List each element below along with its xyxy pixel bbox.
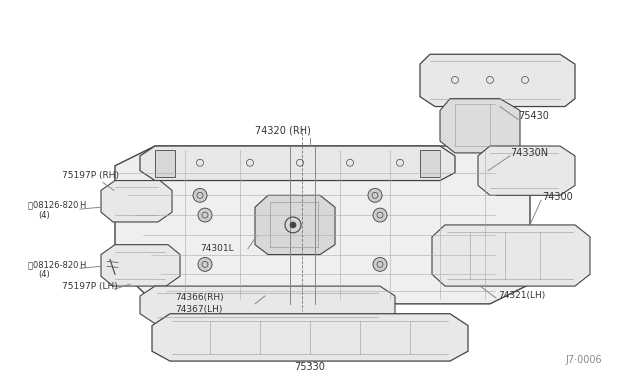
Text: 74367(LH): 74367(LH)	[175, 305, 222, 314]
Text: 74320 (RH): 74320 (RH)	[255, 125, 311, 135]
Polygon shape	[478, 146, 575, 195]
Text: Ⓑ08126-820 H: Ⓑ08126-820 H	[28, 201, 86, 210]
Text: J7·0006: J7·0006	[565, 355, 602, 365]
Circle shape	[198, 208, 212, 222]
Polygon shape	[152, 314, 468, 361]
Text: Ⓑ08126-820 H: Ⓑ08126-820 H	[28, 260, 86, 269]
Text: 74301L: 74301L	[200, 244, 234, 253]
Text: 74321(LH): 74321(LH)	[498, 292, 545, 301]
Text: 74330N: 74330N	[510, 148, 548, 158]
Polygon shape	[255, 195, 335, 254]
Circle shape	[368, 189, 382, 202]
Circle shape	[290, 222, 296, 228]
Polygon shape	[155, 150, 175, 177]
Text: (4): (4)	[38, 270, 50, 279]
Text: 74300: 74300	[542, 192, 573, 202]
Polygon shape	[140, 286, 395, 324]
Polygon shape	[115, 146, 530, 304]
Polygon shape	[420, 150, 440, 177]
Text: 75197P (RH): 75197P (RH)	[62, 171, 119, 180]
Circle shape	[198, 257, 212, 271]
Text: 74366(RH): 74366(RH)	[175, 294, 223, 302]
Text: 75430: 75430	[518, 111, 549, 121]
Polygon shape	[440, 99, 520, 153]
Text: 75330: 75330	[294, 362, 325, 372]
Circle shape	[373, 208, 387, 222]
Polygon shape	[101, 180, 172, 222]
Polygon shape	[140, 146, 455, 180]
Polygon shape	[432, 225, 590, 286]
Polygon shape	[420, 54, 575, 106]
Circle shape	[193, 189, 207, 202]
Text: (4): (4)	[38, 211, 50, 219]
Circle shape	[373, 257, 387, 271]
Polygon shape	[101, 245, 180, 286]
Text: 75197P (LH): 75197P (LH)	[62, 282, 118, 291]
